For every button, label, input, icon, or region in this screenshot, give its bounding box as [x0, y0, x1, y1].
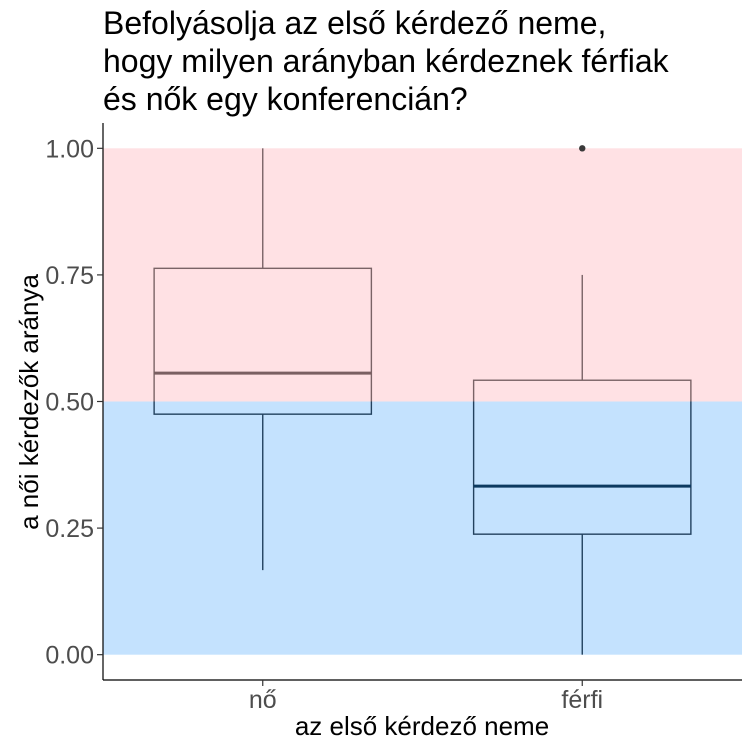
x-ticks: nő férfi: [249, 680, 603, 714]
chart-title: Befolyásolja az első kérdező neme, hogy …: [103, 4, 743, 118]
box-layer-upper: [153, 148, 692, 402]
box-iqr: [472, 401, 692, 535]
y-tick-label: 0.75: [45, 262, 94, 290]
x-tick-label: nő: [249, 686, 277, 714]
outlier-point: [579, 145, 586, 152]
y-tick-label: 0.00: [45, 642, 94, 670]
y-tick-label: 1.00: [45, 135, 94, 163]
chart-title-line: és nők egy konferencián?: [103, 81, 468, 117]
x-axis-label: az első kérdező neme: [295, 711, 549, 741]
box-iqr: [153, 267, 373, 402]
box-iqr: [472, 379, 692, 402]
x-tick-label: férfi: [561, 686, 603, 714]
chart-title-line: hogy milyen arányban kérdeznek férfiak: [103, 43, 669, 79]
box-iqr: [153, 401, 373, 415]
y-ticks: 0.00 0.25 0.50 0.75 1.00: [45, 135, 103, 670]
box-layer-lower: [153, 401, 692, 655]
y-axis-label: a női kérdezők aránya: [14, 274, 44, 530]
y-tick-label: 0.25: [45, 515, 94, 543]
background-band: [103, 148, 742, 402]
chart-title-line: Befolyásolja az első kérdező neme,: [103, 5, 607, 41]
y-tick-label: 0.50: [45, 389, 94, 417]
boxes: [153, 145, 692, 655]
background-bands: [103, 148, 742, 655]
background-band: [103, 401, 742, 655]
